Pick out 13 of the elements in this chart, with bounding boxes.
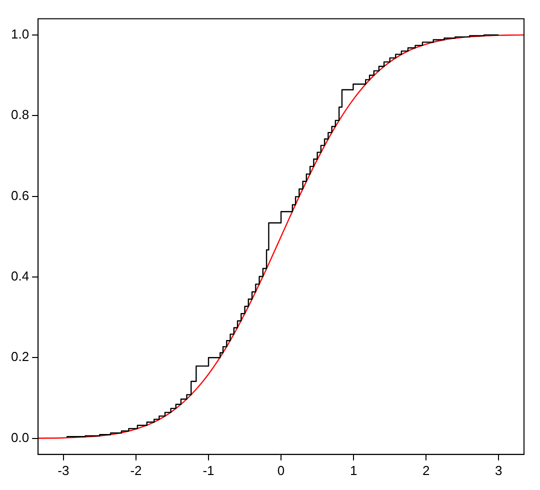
y-tick-label: 0.4 <box>10 268 30 284</box>
y-tick-label: 1.0 <box>10 26 30 42</box>
x-tick-label: -3 <box>58 462 70 478</box>
y-tick-label: 0.6 <box>10 188 30 203</box>
x-tick-label: -1 <box>202 462 214 478</box>
y-tick-label: 0.2 <box>10 349 30 364</box>
y-tick-label: 0.0 <box>10 430 30 445</box>
x-tick-label: 3 <box>495 462 502 478</box>
x-tick-label: 2 <box>422 462 430 478</box>
x-tick-label: 1 <box>350 462 358 478</box>
x-tick-label: -2 <box>130 462 142 478</box>
x-tick-label: 0 <box>277 462 285 478</box>
y-tick-label: 0.8 <box>10 107 30 122</box>
